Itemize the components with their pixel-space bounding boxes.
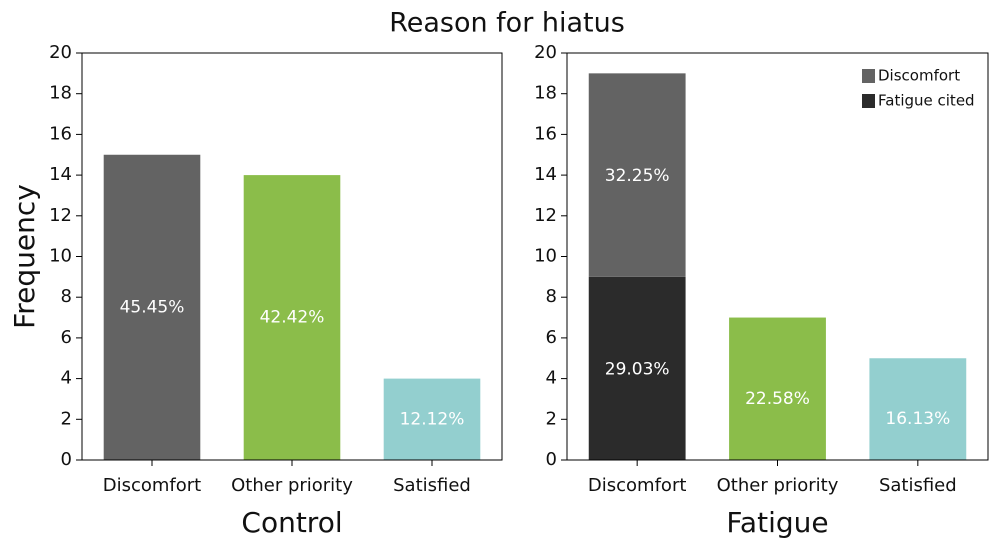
x-tick-label: Discomfort xyxy=(103,475,202,496)
y-tick-label: 16 xyxy=(534,123,557,144)
x-tick-label: Satisfied xyxy=(393,475,471,496)
bar-label: 42.42% xyxy=(260,308,325,328)
y-tick-label: 8 xyxy=(61,286,72,307)
y-tick-label: 2 xyxy=(546,408,557,429)
bar xyxy=(588,276,686,460)
bar-label: 22.58% xyxy=(745,389,810,409)
y-tick-label: 8 xyxy=(546,286,557,307)
x-tick-label: Satisfied xyxy=(879,475,957,496)
y-tick-label: 12 xyxy=(534,205,557,226)
y-tick-label: 10 xyxy=(534,246,557,267)
bar xyxy=(588,73,686,277)
bar-label: 45.45% xyxy=(120,297,185,317)
x-axis-label: Control xyxy=(241,506,342,539)
y-tick-label: 16 xyxy=(49,123,72,144)
bar xyxy=(869,358,967,460)
y-tick-label: 12 xyxy=(49,205,72,226)
y-axis-label: Frequency xyxy=(8,184,41,329)
y-tick-label: 6 xyxy=(61,327,72,348)
y-tick-label: 10 xyxy=(49,246,72,267)
y-tick-label: 14 xyxy=(49,164,72,185)
legend-swatch xyxy=(862,69,875,83)
bar xyxy=(729,317,826,460)
bar xyxy=(103,154,201,460)
y-tick-label: 6 xyxy=(546,327,557,348)
y-tick-label: 2 xyxy=(61,408,72,429)
y-tick-label: 20 xyxy=(534,42,557,63)
legend-swatch xyxy=(862,94,875,108)
legend-label: Discomfort xyxy=(878,67,960,85)
y-tick-label: 0 xyxy=(61,449,72,470)
x-tick-label: Discomfort xyxy=(588,475,687,496)
x-tick-label: Other priority xyxy=(231,475,353,496)
y-tick-label: 18 xyxy=(534,83,557,104)
bar-label: 29.03% xyxy=(605,359,670,379)
y-tick-label: 4 xyxy=(546,368,557,389)
figure-title: Reason for hiatus xyxy=(389,8,625,39)
bar-label: 32.25% xyxy=(605,166,670,186)
bar xyxy=(243,175,341,460)
bar xyxy=(383,378,481,460)
bar-label: 12.12% xyxy=(400,409,465,429)
y-tick-label: 14 xyxy=(534,164,557,185)
axes-frame xyxy=(81,52,503,461)
bar-label: 16.13% xyxy=(885,409,950,429)
legend-label: Fatigue cited xyxy=(878,92,975,110)
x-tick-label: Other priority xyxy=(717,475,839,496)
y-tick-label: 20 xyxy=(49,42,72,63)
y-tick-label: 0 xyxy=(546,449,557,470)
y-tick-label: 4 xyxy=(61,368,72,389)
axes-frame xyxy=(566,52,989,461)
y-tick-label: 18 xyxy=(49,83,72,104)
x-axis-label: Fatigue xyxy=(726,506,828,539)
